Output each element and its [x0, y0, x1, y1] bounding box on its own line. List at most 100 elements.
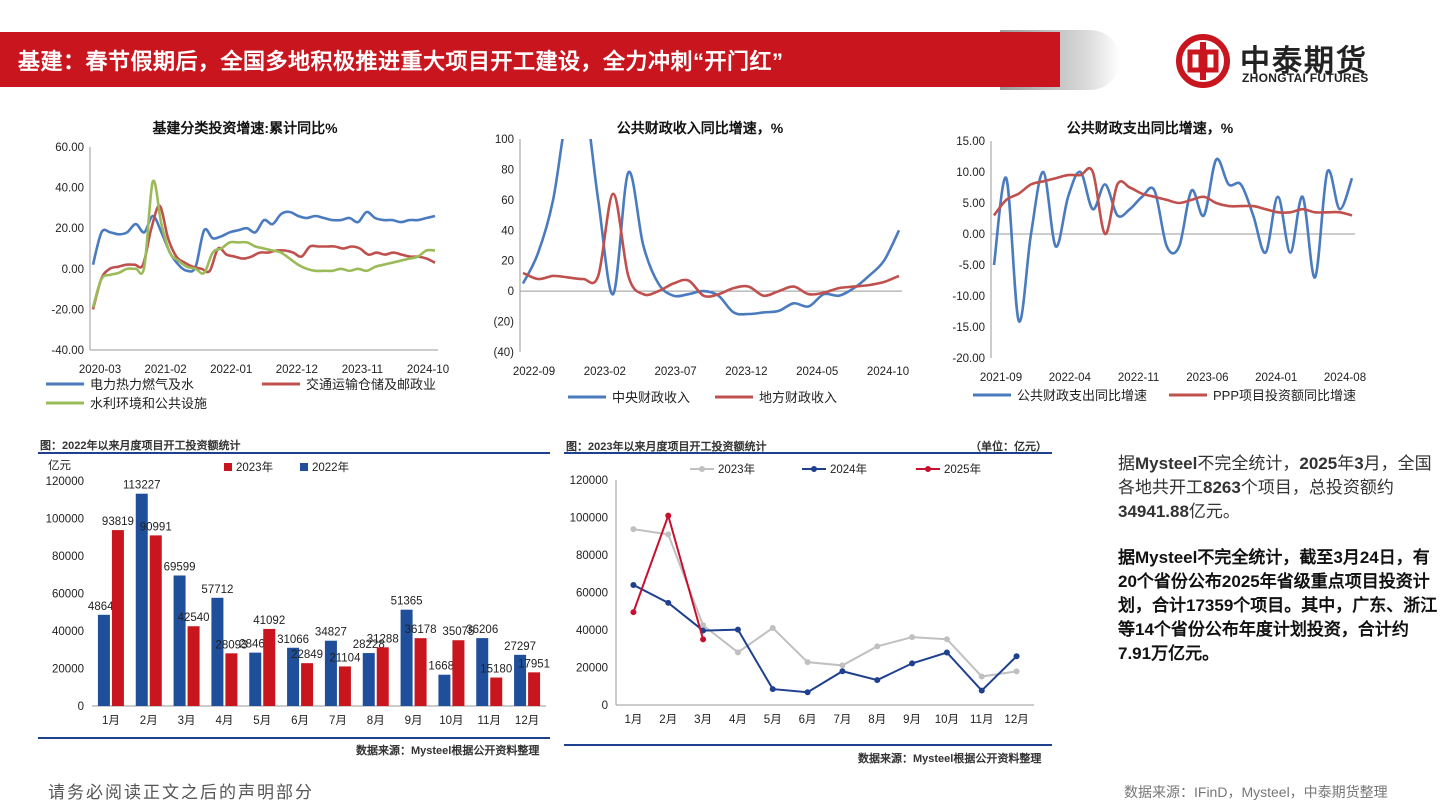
y-tick-label: -20.00 — [952, 353, 985, 365]
bar — [211, 597, 224, 706]
chart-title: 公共财政收入同比增速，% — [617, 120, 784, 136]
y-tick-label: 60000 — [576, 588, 608, 600]
y-tick-label: -10.00 — [952, 291, 985, 303]
y-tick-label: 15.00 — [956, 136, 985, 148]
disclaimer-footer: 请务必阅读正文之后的声明部分 — [48, 783, 314, 803]
chart-fiscal-revenue: 公共财政收入同比增速，% 100 80 60 40 20 0 (20) (40) 2022-09… — [494, 120, 910, 405]
bar-data-label: 57712 — [201, 584, 233, 596]
y-tick-label: 60000 — [52, 589, 84, 601]
y-tick-label: -40.00 — [51, 345, 84, 357]
x-tick-label: 2024-10 — [407, 364, 449, 376]
x-tick-label: 8月 — [367, 715, 385, 727]
note-text: 不完全统计， — [1197, 454, 1300, 473]
logo-mark-icon — [1176, 34, 1230, 88]
x-tick-label: 2024-08 — [1324, 372, 1366, 384]
bar-panel-bottom-rule — [38, 737, 550, 739]
y-tick-label: 40000 — [576, 625, 608, 637]
bar-data-label: 31066 — [277, 634, 309, 646]
series-line-3 — [91, 179, 436, 308]
bar — [376, 647, 389, 706]
y-tick-label: 0 — [508, 286, 514, 298]
bar-data-label: 16689 — [428, 661, 460, 673]
data-point — [665, 531, 672, 538]
bar — [173, 575, 186, 706]
bar-data-label: 51365 — [391, 596, 423, 608]
bar-data-label: 21104 — [329, 652, 361, 664]
bar-data-label: 93819 — [102, 516, 134, 528]
y-tick-label: -15.00 — [952, 322, 985, 334]
x-tick-label: 2022-12 — [276, 364, 318, 376]
x-tick-label: 12月 — [515, 715, 539, 727]
bar — [338, 666, 351, 706]
data-point — [874, 677, 881, 684]
page-title: 基建：春节假期后，全国多地积极推进重大项目开工建设，全力冲刺“开门红” — [18, 49, 784, 74]
y-tick-label: 80000 — [52, 551, 84, 563]
bar-data-label: 69599 — [164, 562, 196, 574]
legend-label: 2023年 — [236, 460, 273, 474]
legend-label: 水利环境和公共设施 — [90, 396, 207, 411]
data-point — [630, 582, 637, 588]
data-point — [804, 659, 811, 666]
y-tick-label: 0 — [602, 700, 608, 712]
x-tick-label: 10月 — [439, 715, 463, 727]
legend-label: 2022年 — [312, 460, 349, 474]
x-tick-label: 2023-12 — [725, 366, 767, 378]
y-tick-label: 20000 — [52, 664, 84, 676]
x-tick-label: 2023-06 — [1186, 372, 1228, 384]
x-tick-label: 10月 — [935, 714, 959, 726]
data-point — [839, 662, 846, 669]
x-tick-label: 1月 — [624, 714, 642, 726]
note-text: 年 — [1337, 454, 1355, 473]
legend-swatch — [300, 463, 308, 471]
note-text: 据 — [1118, 454, 1135, 473]
data-point — [630, 609, 637, 616]
data-point — [874, 643, 881, 650]
x-tick-label: 2月 — [659, 714, 677, 726]
chart-infrastructure-investment: 基建分类投资增速:累计同比% 60.00 40.00 20.00 0.00 -20.00… — [46, 120, 449, 411]
legend-marker — [699, 466, 705, 472]
bar — [452, 640, 465, 706]
data-point — [804, 689, 811, 696]
line-panel-unit: （单位：亿元） — [970, 441, 1047, 453]
y-tick-label: 120000 — [46, 476, 84, 488]
x-tick-label: 11月 — [970, 714, 993, 726]
x-tick-label: 11月 — [478, 715, 501, 727]
bar-data-label: 35075 — [442, 626, 474, 638]
note-text: 个项目，总投资额约 — [1240, 478, 1394, 497]
y-tick-label: 40.00 — [55, 183, 84, 195]
x-tick-label: 1月 — [102, 715, 120, 727]
y-tick-label: 0 — [78, 701, 84, 713]
data-point — [839, 668, 846, 675]
bar — [249, 652, 262, 706]
y-tick-label: 100000 — [570, 513, 608, 525]
x-tick-label: 3月 — [178, 715, 196, 727]
bar — [490, 677, 503, 706]
x-tick-label: 6月 — [799, 714, 817, 726]
x-tick-label: 9月 — [405, 715, 423, 727]
data-point — [630, 526, 637, 533]
data-point — [909, 660, 916, 667]
data-point — [665, 512, 672, 519]
y-tick-label: 20000 — [576, 663, 608, 675]
bar-data-label: 41092 — [253, 615, 285, 627]
x-tick-label: 7月 — [833, 714, 851, 726]
bar — [225, 653, 238, 706]
logo-subtitle: ZHONGTAI FUTURES — [1242, 71, 1369, 85]
y-tick-label: (20) — [494, 317, 515, 329]
data-point — [734, 626, 741, 633]
line-panel-rule — [564, 452, 1052, 454]
y-tick-label: 20.00 — [55, 223, 84, 235]
source-footer: 数据来源：IFinD，Mysteel，中泰期货整理 — [1124, 784, 1388, 800]
x-tick-label: 7月 — [329, 715, 347, 727]
bar — [414, 638, 427, 706]
y-tick-label: 100 — [495, 134, 514, 146]
y-tick-label: 40000 — [52, 626, 84, 638]
data-point — [978, 673, 985, 680]
bar — [476, 638, 489, 706]
y-tick-label: 60.00 — [55, 142, 84, 154]
bar-data-label: 34827 — [315, 627, 347, 639]
note-bold: 3 — [1354, 454, 1364, 473]
y-tick-label: 10.00 — [956, 167, 985, 179]
data-point — [978, 687, 985, 694]
bar — [263, 628, 276, 706]
